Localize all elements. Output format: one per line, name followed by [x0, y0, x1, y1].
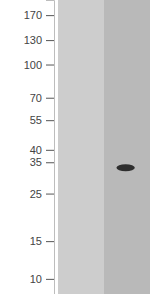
tick-label: 130 — [24, 34, 42, 46]
tick: 25 — [30, 188, 54, 200]
tick-mark — [46, 241, 54, 242]
tick-label: 100 — [24, 59, 42, 71]
lane — [104, 0, 150, 294]
tick-mark — [46, 150, 54, 151]
tick-label: 170 — [24, 9, 42, 21]
tick-label: 55 — [30, 114, 42, 126]
marker-axis: 10 15 25 3540 55 70 100 130 170 — [24, 1, 55, 294]
tick-mark — [46, 98, 54, 99]
tick-label: 10 — [30, 273, 42, 285]
tick-mark — [46, 162, 54, 163]
tick-mark — [46, 40, 54, 41]
blot-figure: 10 15 25 3540 55 70 100 130 170 — [0, 0, 150, 294]
tick: 40 — [30, 144, 54, 156]
lane — [58, 0, 104, 294]
tick-label: 35 — [30, 156, 42, 168]
tick: 100 — [24, 59, 54, 71]
tick-mark — [46, 279, 54, 280]
band — [116, 164, 134, 171]
tick: 55 — [30, 114, 54, 126]
tick: 35 — [30, 156, 54, 168]
axis-line — [46, 1, 55, 294]
tick-mark — [46, 15, 54, 16]
tick-label: 25 — [30, 188, 42, 200]
blot-area — [58, 0, 150, 294]
tick: 15 — [30, 235, 54, 247]
tick: 170 — [24, 9, 54, 21]
tick-label: 70 — [30, 92, 42, 104]
tick: 70 — [30, 92, 54, 104]
tick-mark — [46, 194, 54, 195]
tick: 130 — [24, 34, 54, 46]
tick-mark — [46, 65, 54, 66]
tick-mark — [46, 120, 54, 121]
tick: 10 — [30, 273, 54, 285]
tick-label: 40 — [30, 144, 42, 156]
tick-label: 15 — [30, 235, 42, 247]
